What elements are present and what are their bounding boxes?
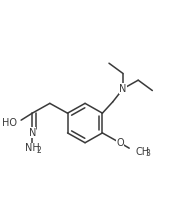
Text: N: N <box>29 128 36 138</box>
Text: HO: HO <box>2 118 17 128</box>
Text: N: N <box>120 84 127 94</box>
Text: CH: CH <box>135 147 149 157</box>
Text: NH: NH <box>25 143 40 153</box>
Text: 2: 2 <box>37 146 42 155</box>
Text: O: O <box>116 138 124 148</box>
Text: 3: 3 <box>146 149 151 158</box>
